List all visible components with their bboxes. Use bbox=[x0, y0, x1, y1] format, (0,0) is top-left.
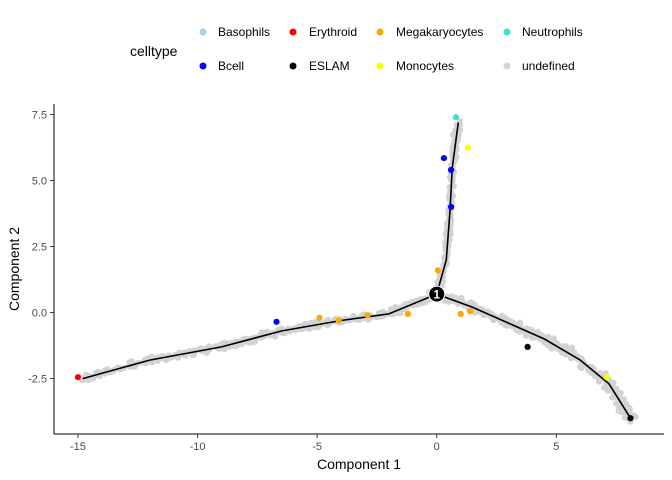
cell-point bbox=[615, 407, 622, 414]
background-cells bbox=[76, 118, 639, 425]
legend-key-erythroid bbox=[289, 28, 297, 36]
x-tick-label: -5 bbox=[312, 441, 322, 453]
cell-point bbox=[571, 349, 578, 356]
celltype-points bbox=[74, 114, 634, 422]
cell-point bbox=[221, 339, 228, 346]
legend-entry-megakaryocytes: Megakaryocytes bbox=[376, 25, 483, 39]
y-axis-title: Component 2 bbox=[6, 227, 22, 311]
cell-point-monocytes bbox=[603, 374, 610, 381]
x-tick-label: 0 bbox=[434, 441, 440, 453]
cell-point-eslam bbox=[627, 415, 634, 422]
legend-label-erythroid: Erythroid bbox=[309, 25, 357, 39]
legend-key-neutrophils bbox=[503, 28, 511, 36]
cell-point bbox=[545, 342, 552, 349]
legend-label-neutrophils: Neutrophils bbox=[522, 25, 583, 39]
y-tick-label: -2.5 bbox=[28, 374, 47, 386]
cell-point bbox=[528, 326, 535, 333]
cell-point bbox=[501, 321, 508, 328]
cell-point-eslam bbox=[524, 343, 531, 350]
cell-point bbox=[550, 335, 558, 342]
legend-key-megakaryocytes bbox=[376, 28, 384, 36]
legend-entry-basophils: Basophils bbox=[199, 25, 270, 39]
x-tick-label: 5 bbox=[553, 441, 559, 453]
trajectory-line bbox=[82, 293, 438, 380]
legend-title: celltype bbox=[130, 43, 178, 59]
legend-entry-eslam: ESLAM bbox=[289, 59, 350, 73]
cell-point-megakaryocytes bbox=[364, 312, 371, 319]
cell-point-megakaryocytes bbox=[467, 308, 474, 315]
y-tick-label: 7.5 bbox=[32, 110, 47, 122]
cell-point bbox=[449, 182, 456, 189]
legend-key-bcell bbox=[199, 62, 207, 70]
axis-ticks: -15 -10 -5 0 5 -2.5 0.0 2.5 5.0 7.5 bbox=[28, 110, 559, 453]
cell-point-neutrophils bbox=[452, 114, 459, 121]
branch-point: 1 bbox=[428, 285, 446, 303]
cell-point bbox=[516, 319, 524, 326]
cell-point-megakaryocytes bbox=[457, 310, 464, 317]
cell-point-bcell bbox=[448, 166, 455, 174]
trajectory-line bbox=[436, 293, 632, 419]
legend-entry-undefined: undefined bbox=[503, 59, 575, 73]
cell-point-bcell bbox=[273, 318, 280, 325]
legend-key-undefined bbox=[503, 62, 511, 70]
cell-point-bcell bbox=[440, 155, 447, 162]
branch-marker bbox=[428, 285, 446, 303]
cell-point bbox=[490, 317, 497, 324]
cell-point-monocytes bbox=[464, 144, 471, 151]
legend-label-eslam: ESLAM bbox=[309, 59, 350, 73]
cell-point bbox=[307, 320, 314, 327]
cell-point-megakaryocytes bbox=[404, 310, 412, 317]
legend-key-eslam bbox=[289, 62, 297, 70]
y-tick-label: 5.0 bbox=[32, 176, 47, 188]
y-tick-label: 0.0 bbox=[32, 308, 47, 320]
cell-point bbox=[596, 378, 603, 385]
branch-label: 1 bbox=[433, 288, 440, 302]
legend-key-basophils bbox=[199, 28, 207, 36]
y-tick-label: 2.5 bbox=[32, 242, 47, 254]
cell-point-megakaryocytes bbox=[434, 267, 441, 274]
trajectory-tree bbox=[82, 122, 632, 419]
cell-point bbox=[447, 214, 454, 221]
legend-label-undefined: undefined bbox=[522, 59, 575, 73]
cell-point-megakaryocytes bbox=[335, 317, 342, 324]
legend-label-basophils: Basophils bbox=[218, 25, 270, 39]
legend-entry-bcell: Bcell bbox=[199, 59, 244, 73]
trajectory-line bbox=[435, 122, 460, 295]
cell-point bbox=[620, 396, 628, 403]
x-axis-title: Component 1 bbox=[317, 456, 401, 472]
cell-point bbox=[534, 328, 541, 335]
legend-entry-monocytes: Monocytes bbox=[376, 59, 454, 73]
legend-label-megakaryocytes: Megakaryocytes bbox=[396, 25, 483, 39]
legend-entry-neutrophils: Neutrophils bbox=[503, 25, 583, 39]
legend-key-monocytes bbox=[376, 62, 384, 70]
legend-entry-erythroid: Erythroid bbox=[289, 25, 357, 39]
legend-label-monocytes: Monocytes bbox=[396, 59, 454, 73]
x-tick-label: -10 bbox=[190, 441, 206, 453]
legend-label-bcell: Bcell bbox=[218, 59, 244, 73]
cell-point bbox=[162, 356, 169, 363]
cell-point-erythroid bbox=[74, 374, 81, 381]
legend: celltype Basophils Erythroid Megakaryocy… bbox=[130, 25, 583, 73]
cell-point-megakaryocytes bbox=[316, 314, 323, 321]
cell-point-bcell bbox=[448, 203, 455, 211]
x-tick-label: -15 bbox=[70, 441, 86, 453]
